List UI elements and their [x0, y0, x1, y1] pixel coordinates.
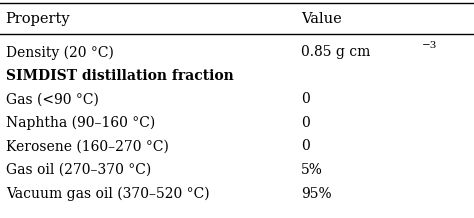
- Text: 0: 0: [301, 92, 310, 106]
- Text: −3: −3: [422, 41, 437, 50]
- Text: 0: 0: [301, 140, 310, 153]
- Text: SIMDIST distillation fraction: SIMDIST distillation fraction: [6, 69, 233, 83]
- Text: Value: Value: [301, 12, 342, 26]
- Text: 5%: 5%: [301, 163, 323, 177]
- Text: Gas oil (270–370 °C): Gas oil (270–370 °C): [6, 163, 151, 177]
- Text: Vacuum gas oil (370–520 °C): Vacuum gas oil (370–520 °C): [6, 186, 210, 201]
- Text: 0.85 g cm: 0.85 g cm: [301, 45, 370, 59]
- Text: Gas (<90 °C): Gas (<90 °C): [6, 92, 99, 106]
- Text: Naphtha (90–160 °C): Naphtha (90–160 °C): [6, 116, 155, 130]
- Text: 0: 0: [301, 116, 310, 130]
- Text: Kerosene (160–270 °C): Kerosene (160–270 °C): [6, 140, 169, 153]
- Text: Property: Property: [6, 12, 70, 26]
- Text: 95%: 95%: [301, 187, 332, 201]
- Text: Density (20 °C): Density (20 °C): [6, 45, 114, 60]
